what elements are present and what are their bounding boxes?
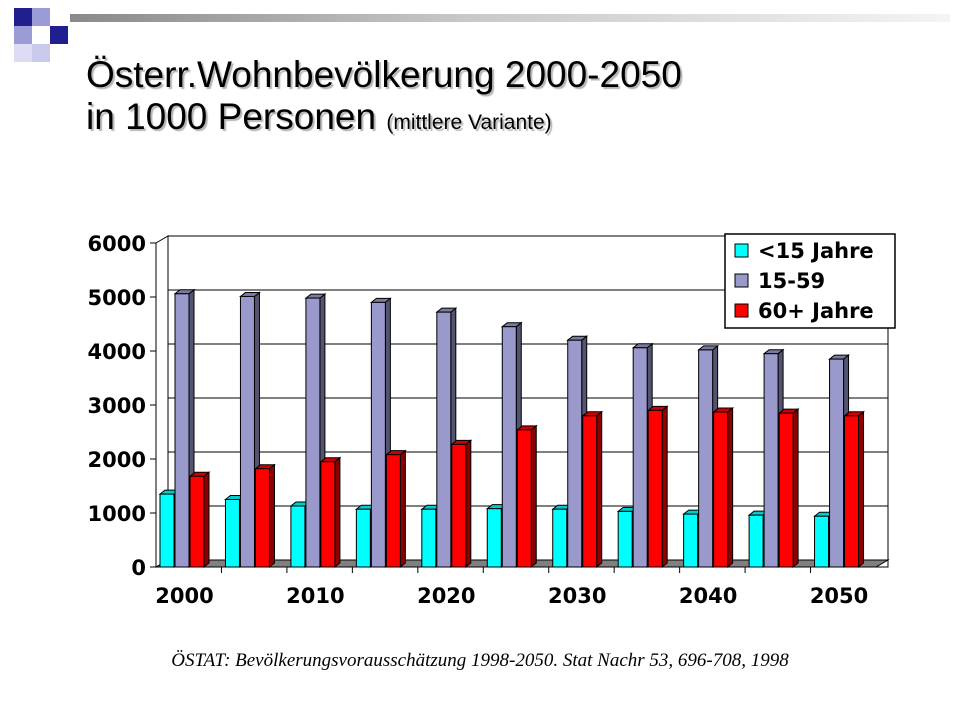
x-tick-label-2020: 2020 — [417, 584, 475, 608]
y-tick-label-0: 0 — [131, 556, 146, 580]
x-tick-label-2000: 2000 — [155, 584, 213, 608]
title-line-2-small: (mittlere Variante) — [386, 111, 552, 134]
x-tick-label-2010: 2010 — [286, 584, 344, 608]
bar-2045-2 — [777, 408, 800, 569]
bar-2000-2 — [188, 471, 211, 569]
title-line-2: in 1000 Personen (mittlere Variante) — [86, 96, 906, 144]
bar-2035-2 — [646, 405, 669, 569]
decor-square-light-1 — [32, 44, 50, 62]
decor-gradient-bar — [70, 14, 950, 22]
y-tick-label-2000: 2000 — [88, 448, 146, 472]
legend-label-1: 15-59 — [758, 269, 825, 293]
y-tick-label-4000: 4000 — [88, 340, 146, 364]
decor-square-navy-1 — [14, 8, 32, 26]
legend-box — [724, 233, 896, 329]
legend-label-2: 60+ Jahre — [758, 299, 874, 323]
title-line-2-main: in 1000 Personen — [86, 96, 377, 137]
y-tick-label-1000: 1000 — [88, 502, 146, 526]
bar-2015-2 — [384, 449, 407, 569]
decor-square-navy-2 — [50, 26, 68, 44]
source-citation: ÖSTAT: Bevölkerungsvorausschätzung 1998-… — [171, 650, 789, 671]
bar-2020-2 — [450, 439, 473, 569]
x-tick-label-2050: 2050 — [810, 584, 868, 608]
bar-2030-2 — [581, 410, 604, 569]
legend-swatch-1 — [734, 273, 749, 288]
decor-square-light-2 — [14, 44, 32, 62]
bar-2050-2 — [843, 410, 865, 569]
y-tick-label-6000: 6000 — [88, 232, 146, 256]
bar-2040-2 — [712, 406, 735, 569]
bar-2005-2 — [254, 463, 276, 569]
title-line-1: Österr.Wohnbevölkerung 2000-2050 — [86, 54, 682, 95]
x-tick-label-2040: 2040 — [679, 584, 737, 608]
legend-label-0: <15 Jahre — [758, 239, 874, 263]
x-tick-label-2030: 2030 — [548, 584, 606, 608]
legend-swatch-0 — [734, 243, 749, 258]
y-tick-label-5000: 5000 — [88, 286, 146, 310]
legend-swatch-2 — [734, 303, 749, 318]
bar-2010-2 — [319, 456, 342, 569]
decor-square-lavender-2 — [14, 26, 32, 44]
y-tick-label-3000: 3000 — [88, 394, 146, 418]
bar-2025-2 — [515, 424, 538, 569]
decor-square-lavender-1 — [32, 8, 50, 26]
slide-title: Österr.Wohnbevölkerung 2000-2050 in 1000… — [86, 54, 906, 144]
